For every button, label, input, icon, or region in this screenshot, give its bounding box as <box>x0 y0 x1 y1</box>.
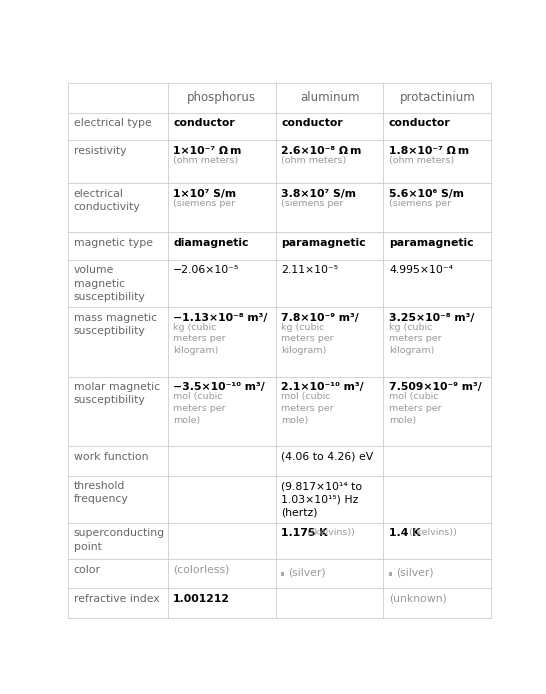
Text: (unknown): (unknown) <box>389 594 447 604</box>
Text: (ohm meters): (ohm meters) <box>281 155 346 164</box>
Text: (ohm meters): (ohm meters) <box>389 155 454 164</box>
Text: diamagnetic: diamagnetic <box>173 237 248 248</box>
Text: superconducting
point: superconducting point <box>74 528 165 552</box>
Text: mol (cubic
meters per
mole): mol (cubic meters per mole) <box>389 392 442 425</box>
Text: (silver): (silver) <box>396 568 434 578</box>
Text: mass magnetic
susceptibility: mass magnetic susceptibility <box>74 313 157 336</box>
Text: 1.001212: 1.001212 <box>173 594 230 604</box>
Text: conductor: conductor <box>173 118 235 128</box>
Text: 3.25×10⁻⁸ m³/: 3.25×10⁻⁸ m³/ <box>389 313 474 323</box>
Text: 1.8×10⁻⁷ Ω m: 1.8×10⁻⁷ Ω m <box>389 146 469 155</box>
Text: 2.11×10⁻⁵: 2.11×10⁻⁵ <box>281 265 338 276</box>
Text: color: color <box>74 564 101 575</box>
Text: (siemens per: (siemens per <box>173 198 235 208</box>
Text: paramagnetic: paramagnetic <box>389 237 473 248</box>
Text: conductor: conductor <box>281 118 343 128</box>
Text: (siemens per: (siemens per <box>281 198 343 208</box>
Text: conductor: conductor <box>389 118 451 128</box>
Text: electrical type: electrical type <box>74 118 151 128</box>
Text: −2.06×10⁻⁵: −2.06×10⁻⁵ <box>173 265 240 276</box>
Text: 1×10⁷ S/m: 1×10⁷ S/m <box>173 189 236 198</box>
Text: 1.4 K: 1.4 K <box>389 528 420 539</box>
Text: kg (cubic
meters per
kilogram): kg (cubic meters per kilogram) <box>389 323 442 355</box>
Text: kg (cubic
meters per
kilogram): kg (cubic meters per kilogram) <box>173 323 226 355</box>
Text: resistivity: resistivity <box>74 146 126 155</box>
Text: (4.06 to 4.26) eV: (4.06 to 4.26) eV <box>281 452 373 462</box>
Text: refractive index: refractive index <box>74 594 159 604</box>
Text: aluminum: aluminum <box>300 92 359 104</box>
Bar <box>389 572 393 576</box>
Text: 2.1×10⁻¹⁰ m³/: 2.1×10⁻¹⁰ m³/ <box>281 382 364 392</box>
Text: protactinium: protactinium <box>400 92 476 104</box>
Text: ((kelvins)): ((kelvins)) <box>406 528 456 537</box>
Text: (9.817×10¹⁴ to
1.03×10¹⁵) Hz
(hertz): (9.817×10¹⁴ to 1.03×10¹⁵) Hz (hertz) <box>281 481 362 518</box>
Text: phosphorus: phosphorus <box>187 92 256 104</box>
Text: 5.6×10⁶ S/m: 5.6×10⁶ S/m <box>389 189 464 198</box>
Text: (colorless): (colorless) <box>173 564 229 575</box>
Text: (ohm meters): (ohm meters) <box>173 155 239 164</box>
Text: 4.995×10⁻⁴: 4.995×10⁻⁴ <box>389 265 453 276</box>
Text: −1.13×10⁻⁸ m³/: −1.13×10⁻⁸ m³/ <box>173 313 268 323</box>
Text: electrical
conductivity: electrical conductivity <box>74 189 140 212</box>
Text: 1.175 K: 1.175 K <box>281 528 328 539</box>
Text: volume
magnetic
susceptibility: volume magnetic susceptibility <box>74 265 145 302</box>
Text: −3.5×10⁻¹⁰ m³/: −3.5×10⁻¹⁰ m³/ <box>173 382 265 392</box>
Text: 1×10⁻⁷ Ω m: 1×10⁻⁷ Ω m <box>173 146 241 155</box>
Text: mol (cubic
meters per
mole): mol (cubic meters per mole) <box>173 392 226 425</box>
Text: magnetic type: magnetic type <box>74 237 153 248</box>
Text: 3.8×10⁷ S/m: 3.8×10⁷ S/m <box>281 189 356 198</box>
Text: (siemens per: (siemens per <box>389 198 451 208</box>
Text: 7.509×10⁻⁹ m³/: 7.509×10⁻⁹ m³/ <box>389 382 482 392</box>
Text: 2.6×10⁻⁸ Ω m: 2.6×10⁻⁸ Ω m <box>281 146 361 155</box>
Text: paramagnetic: paramagnetic <box>281 237 366 248</box>
Text: threshold
frequency: threshold frequency <box>74 481 128 505</box>
Text: 7.8×10⁻⁹ m³/: 7.8×10⁻⁹ m³/ <box>281 313 359 323</box>
Text: molar magnetic
susceptibility: molar magnetic susceptibility <box>74 382 160 405</box>
Text: (silver): (silver) <box>288 568 325 578</box>
Text: kg (cubic
meters per
kilogram): kg (cubic meters per kilogram) <box>281 323 334 355</box>
Bar <box>281 572 284 576</box>
Text: work function: work function <box>74 452 149 462</box>
Text: ((kelvins)): ((kelvins)) <box>304 528 355 537</box>
Text: mol (cubic
meters per
mole): mol (cubic meters per mole) <box>281 392 334 425</box>
